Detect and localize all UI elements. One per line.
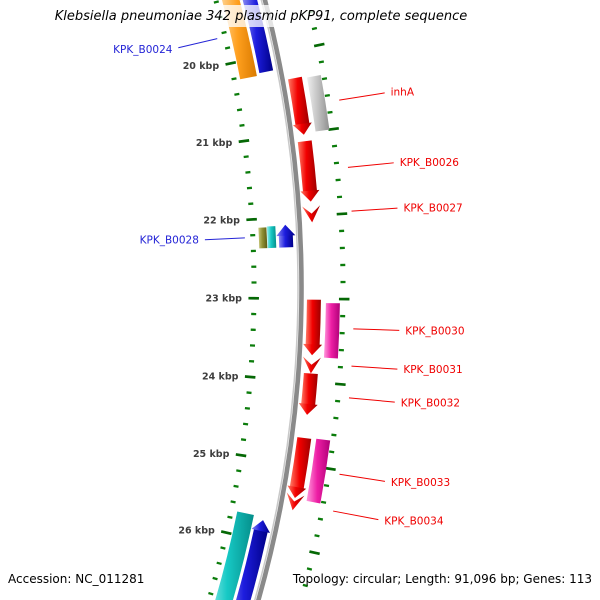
ruler-label-20kbp: 20 kbp — [183, 61, 220, 72]
gene-label-kpk-b0026: KPK_B0026 — [400, 157, 460, 169]
ruler-label-25kbp: 25 kbp — [193, 449, 230, 460]
gene-label-kpk-b0034: KPK_B0034 — [384, 515, 444, 527]
gene-kpk-b0030 — [303, 299, 323, 356]
gene-olive-box — [258, 227, 268, 249]
map-title-band: Klebsiella pneumoniae 342 plasmid pKP91,… — [54, 5, 468, 27]
gene-leader-kpk-b0032 — [348, 397, 395, 403]
gene-cyan-bottom — [215, 511, 254, 600]
ruler-ticks — [208, 0, 350, 596]
gene-leader-kpk-b0024 — [178, 38, 218, 49]
gene-kpk-b0033 — [287, 437, 312, 498]
topology-stats-text: Topology: circular; Length: 91,096 bp; G… — [292, 572, 592, 586]
gene-label-kpk-b0032: KPK_B0032 — [401, 397, 460, 409]
accession-text: Accession: NC_011281 — [8, 572, 145, 586]
ruler-label-21kbp: 21 kbp — [196, 138, 233, 149]
ruler-label-22kbp: 22 kbp — [203, 216, 240, 227]
gene-leader-kpk-b0028 — [204, 237, 245, 241]
gene-label-kpk-b0024: KPK_B0024 — [113, 44, 173, 56]
gene-gray-cds — [307, 75, 330, 132]
gene-inha — [288, 76, 312, 135]
ruler-label-26kbp: 26 kbp — [178, 525, 215, 536]
gene-leader-kpk-b0031 — [351, 365, 398, 370]
gene-label-kpk-b0033: KPK_B0033 — [391, 477, 450, 489]
gene-cyan-box — [266, 226, 277, 249]
gene-label-kpk-b0031: KPK_B0031 — [403, 364, 462, 376]
ruler-label-23kbp: 23 kbp — [205, 293, 242, 304]
gene-leader-kpk-b0033 — [339, 473, 386, 482]
gene-kpk-b0026 — [297, 140, 320, 202]
gene-leader-kpk-b0034 — [333, 510, 379, 521]
plasmid-backbone — [253, 0, 304, 600]
gene-blue-bottom — [236, 520, 271, 600]
map-title: Klebsiella pneumoniae 342 plasmid pKP91,… — [54, 8, 468, 24]
gene-labels: KPK_B0024 inhA KPK_B0026 KPK_B0027 KPK_B0028… — [113, 38, 465, 527]
gene-label-inha: inhA — [391, 87, 415, 99]
gene-kpk-b0027 — [302, 205, 321, 223]
gene-leader-inha — [339, 92, 385, 101]
gene-leader-kpk-b0027 — [351, 207, 398, 212]
gene-kpk-b0031 — [302, 356, 321, 374]
gene-label-kpk-b0030: KPK_B0030 — [405, 325, 464, 337]
ruler-labels: 20 kbp 21 kbp 22 kbp 23 kbp 24 kbp 25 kbp 26 k… — [178, 61, 242, 536]
gene-kpk-b0028 — [276, 224, 296, 248]
gene-pink-2 — [306, 438, 331, 504]
gene-kpk-b0034 — [286, 492, 305, 511]
ruler-label-24kbp: 24 kbp — [202, 371, 239, 382]
gene-leader-kpk-b0030 — [353, 328, 400, 331]
gene-label-kpk-b0028: KPK_B0028 — [140, 235, 199, 247]
gene-pink-1 — [323, 303, 340, 359]
gene-label-kpk-b0027: KPK_B0027 — [403, 202, 462, 214]
gene-leader-kpk-b0026 — [347, 162, 394, 168]
gene-kpk-b0032 — [298, 373, 318, 415]
